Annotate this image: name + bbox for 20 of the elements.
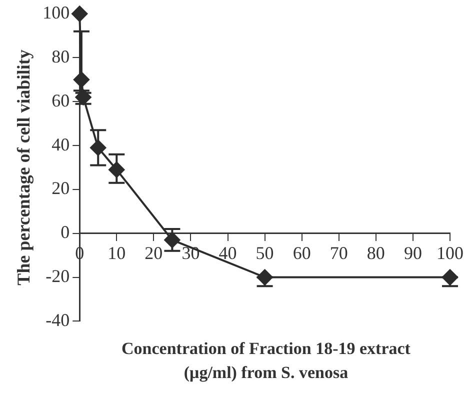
y-tick-label: 60 (52, 90, 70, 110)
x-tick-label: 80 (366, 242, 385, 263)
y-tick-label: 20 (52, 178, 70, 198)
x-tick-label: 10 (108, 242, 126, 263)
x-tick-label: 100 (436, 242, 464, 263)
x-tick-label: 50 (256, 242, 274, 263)
x-tick-label: 70 (330, 242, 348, 263)
x-axis-title: Concentration of Fraction 18-19 extract (μg/ml) from S. venosa (120, 338, 412, 384)
y-tick-label: -40 (46, 310, 70, 330)
y-tick-label: 100 (42, 2, 70, 23)
x-tick-label: 40 (218, 242, 237, 263)
y-tick-label: 80 (52, 46, 70, 66)
x-tick-label: 90 (404, 242, 422, 263)
y-axis-title: The percentage of cell viability (13, 50, 34, 286)
y-tick-label: 0 (60, 222, 70, 242)
y-tick-label: 40 (52, 134, 70, 154)
x-tick-label: 60 (292, 242, 311, 263)
point (72, 6, 88, 22)
x-tick-label: 20 (144, 242, 163, 263)
y-tick-label: -20 (46, 266, 70, 286)
